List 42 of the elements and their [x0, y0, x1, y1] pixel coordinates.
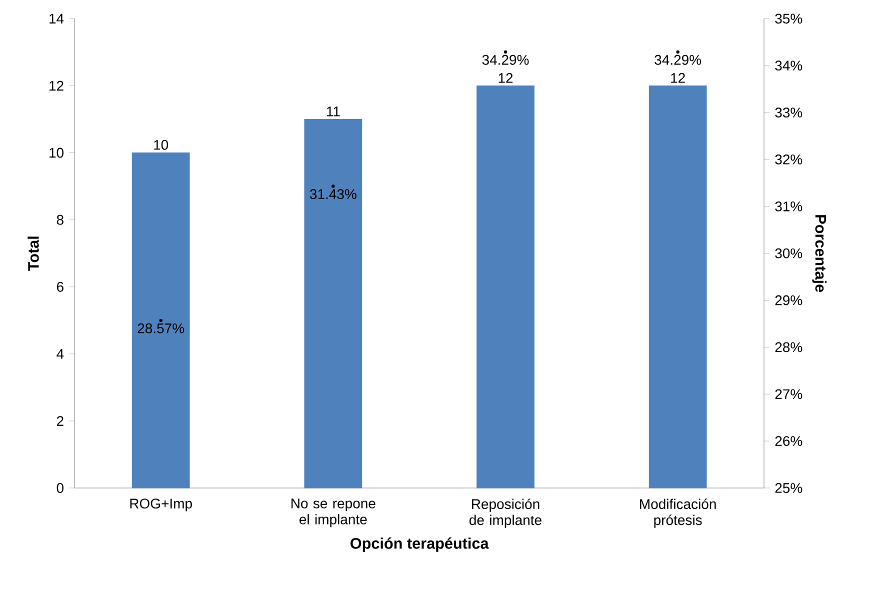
- data-label: 34.29%: [654, 54, 702, 65]
- y-axis-title: Total: [28, 236, 39, 271]
- data-label: 12: [671, 73, 685, 83]
- bar: [648, 85, 707, 488]
- data-label: 12: [498, 73, 513, 83]
- y2-tick-label: 28%: [775, 342, 802, 352]
- data-label: 31.43%: [310, 189, 356, 200]
- point: [504, 50, 508, 54]
- point: [676, 50, 680, 54]
- data-label: 11: [326, 106, 340, 116]
- x-tick-label: No se repone el implante: [292, 498, 376, 528]
- y2-tick-label: 32%: [775, 154, 802, 164]
- x-tick-label: ROG+Imp: [130, 498, 192, 512]
- y-tick-label: 8: [56, 214, 64, 225]
- y-tick-label: 2: [56, 416, 64, 426]
- y-tick-label: 10: [50, 148, 64, 158]
- y2-tick-label: 34%: [775, 60, 802, 71]
- y2-tick-label: 31%: [775, 201, 802, 212]
- y2-tick-label: 33%: [775, 108, 802, 118]
- y2-tick-label: 25%: [775, 483, 802, 493]
- data-label: 28.57%: [138, 323, 184, 334]
- x-tick-label: Modificación prótesis: [640, 498, 716, 528]
- y-tick-label: 14: [50, 14, 64, 24]
- y2-axis-title: Porcentaje: [812, 215, 827, 292]
- data-label: 10: [154, 140, 168, 150]
- y-tick-label: 4: [56, 349, 64, 359]
- y-tick-label: 6: [56, 282, 64, 292]
- y2-tick-label: 29%: [775, 295, 802, 306]
- point: [332, 184, 335, 188]
- bar: [132, 152, 190, 488]
- point: [159, 318, 162, 322]
- y-tick-label: 0: [56, 483, 64, 493]
- bar: [304, 118, 362, 488]
- data-label: 34.29%: [482, 54, 529, 65]
- y2-tick-label: 26%: [775, 436, 802, 446]
- y-tick-label: 12: [50, 80, 64, 91]
- bar: [476, 85, 534, 488]
- y2-tick-label: 30%: [775, 248, 802, 258]
- y2-tick-label: 27%: [775, 389, 802, 400]
- x-axis-title: Opción terapéutica: [350, 537, 489, 552]
- y2-tick-label: 35%: [775, 14, 802, 24]
- x-tick-label: Reposición de implante: [470, 498, 542, 528]
